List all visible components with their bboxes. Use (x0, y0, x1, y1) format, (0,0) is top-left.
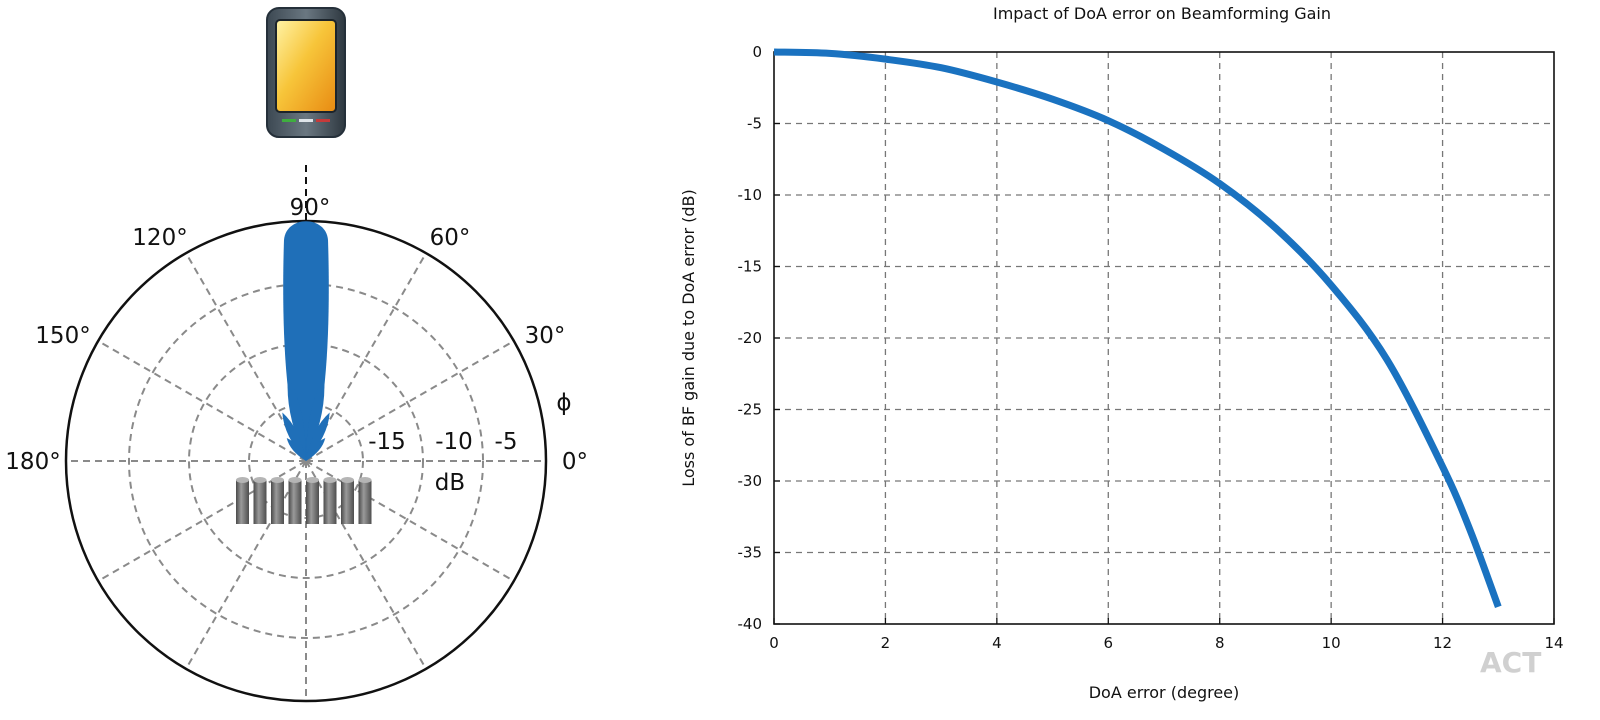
radial-label: -15 (368, 429, 406, 455)
polar-spoke-330 (305, 460, 515, 582)
polar-labels: 90° 120° 60° 150° 30° 180° 0° -15 -10 -5 dB ϕ (5, 195, 588, 496)
polar-beam-diagram: 90° 120° 60° 150° 30° 180° 0° -15 -10 -5 dB ϕ (5, 7, 588, 703)
x-tick-label: 10 (1322, 634, 1341, 652)
x-tick-label: 2 (881, 634, 891, 652)
beam-side-lobe (305, 376, 325, 461)
y-tick-label: -15 (738, 258, 763, 276)
y-tick-label: -10 (738, 186, 763, 204)
chart-ticks: 0 2 4 6 8 10 12 14 0 -5 -10 -15 -20 -25 -30 -35 -40 (738, 43, 1564, 652)
beam-side-lobe (306, 412, 330, 461)
polar-spoke-30 (305, 340, 515, 462)
phone-icon (266, 7, 346, 138)
antenna-element-top (323, 477, 337, 483)
angle-symbol-label: ϕ (556, 390, 571, 416)
x-tick-label: 4 (992, 634, 1002, 652)
series-points (773, 51, 1499, 607)
antenna-element (253, 480, 267, 524)
antenna-element-top (288, 477, 302, 483)
angle-label-0: 0° (562, 449, 588, 475)
angle-label-60: 60° (430, 225, 471, 251)
antenna-element-top (358, 477, 372, 483)
y-tick-label: -5 (747, 115, 762, 133)
x-tick-label: 8 (1215, 634, 1225, 652)
chart-title: Impact of DoA error on Beamforming Gain (993, 4, 1331, 23)
x-tick-label: 0 (769, 634, 779, 652)
antenna-element (236, 480, 249, 524)
y-tick-label: -25 (738, 401, 763, 419)
y-tick-label: -30 (738, 472, 763, 490)
antenna-element (341, 480, 354, 524)
angle-label-150: 150° (35, 323, 90, 349)
beam-pattern (282, 221, 330, 461)
beam-side-lobe (282, 412, 306, 461)
chart-grid (774, 52, 1554, 624)
antenna-element (306, 480, 319, 524)
x-tick-label: 14 (1544, 634, 1563, 652)
watermark: ACT (1480, 646, 1541, 679)
polar-spoke-150 (97, 340, 307, 462)
beam-side-lobe (286, 438, 306, 461)
antenna-element (323, 480, 337, 524)
antenna-element-top (253, 477, 267, 483)
angle-label-120: 120° (132, 225, 187, 251)
y-tick-label: 0 (752, 43, 762, 61)
angle-label-30: 30° (525, 323, 566, 349)
x-tick-label: 6 (1104, 634, 1114, 652)
antenna-element-top (306, 477, 319, 483)
angle-label-90: 90° (290, 195, 331, 221)
y-tick-label: -20 (738, 329, 763, 347)
radial-label: -10 (435, 429, 473, 455)
antenna-element-top (271, 477, 284, 483)
polar-spoke-240 (185, 460, 307, 670)
line-chart: Impact of DoA error on Beamforming Gain … (679, 4, 1564, 702)
x-tick-label: 12 (1433, 634, 1452, 652)
angle-label-180: 180° (5, 449, 60, 475)
y-tick-label: -35 (738, 544, 763, 562)
antenna-element (358, 480, 372, 524)
series-line (773, 48, 1502, 609)
antenna-element (288, 480, 302, 524)
polar-outer-ring (64, 219, 548, 703)
antenna-array-icon (236, 477, 372, 524)
beam-side-lobe (287, 376, 307, 461)
antenna-element-top (341, 477, 354, 483)
beam-side-lobe (306, 438, 326, 461)
radial-unit-label: dB (435, 470, 465, 496)
polar-ring-2 (188, 343, 424, 579)
y-axis-title: Loss of BF gain due to DoA error (dB) (679, 189, 698, 487)
y-tick-label: -40 (738, 615, 763, 633)
x-axis-title: DoA error (degree) (1089, 683, 1240, 702)
antenna-element-top (236, 477, 249, 483)
radial-label: -5 (495, 429, 518, 455)
antenna-element (271, 480, 284, 524)
